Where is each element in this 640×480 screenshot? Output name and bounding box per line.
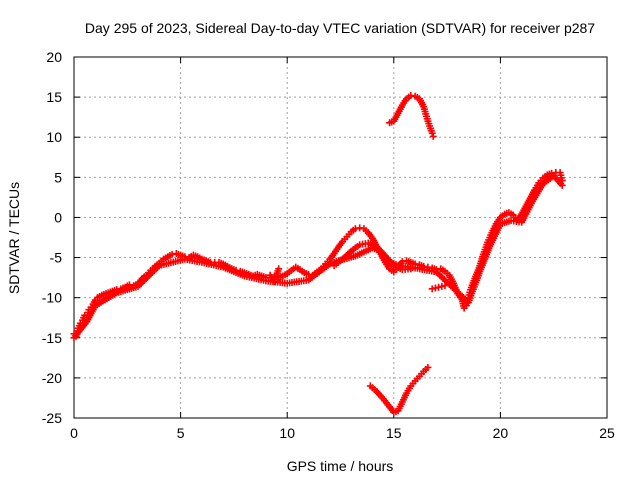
x-tick-label: 15 [386,425,402,441]
data-point [168,250,176,258]
plot-frame [73,56,608,419]
y-tick-label: -5 [50,250,63,266]
y-tick-label: 15 [46,89,62,105]
x-tick-label: 0 [70,425,78,441]
data-point [351,225,359,233]
series-lower-branch [70,172,566,342]
y-tick-label: -15 [42,330,62,346]
data-point [558,181,566,189]
data-point [431,284,439,292]
data-point [438,282,446,290]
y-tick-label: 5 [54,169,62,185]
data-point [407,265,415,273]
x-tick-label: 10 [279,425,295,441]
x-tick-label: 5 [177,425,185,441]
data-point [275,265,283,273]
chart-title: Day 295 of 2023, Sidereal Day-to-day VTE… [85,20,595,36]
y-tick-label: -20 [42,370,62,386]
y-tick-label: 0 [54,209,62,225]
data-point [435,283,443,291]
y-tick-label: -10 [42,290,62,306]
data-point [428,285,436,293]
y-tick-label: -25 [42,410,62,426]
y-tick-label: 20 [46,49,62,65]
y-axis-label: SDTVAR / TECUs [6,182,22,294]
series-loop-upper [330,239,415,274]
y-tick-label: 10 [46,129,62,145]
series-arc-negative [366,363,432,416]
series-gap-segment [428,282,449,293]
series-isolated-spike [266,265,283,286]
x-axis-label: GPS time / hours [287,458,394,474]
series-arc-positive [386,92,437,140]
data-points [70,92,566,416]
data-point [441,282,449,290]
data-point [424,363,432,371]
data-point [428,129,436,137]
data-point [407,92,415,100]
x-tick-label: 25 [599,425,615,441]
x-tick-label: 20 [493,425,509,441]
data-point [429,132,437,140]
data-point [356,224,364,232]
axis-ticks: 0 5 10 15 20 25 -25 -20 -15 -10 -5 0 5 10 15 20 [42,49,615,441]
